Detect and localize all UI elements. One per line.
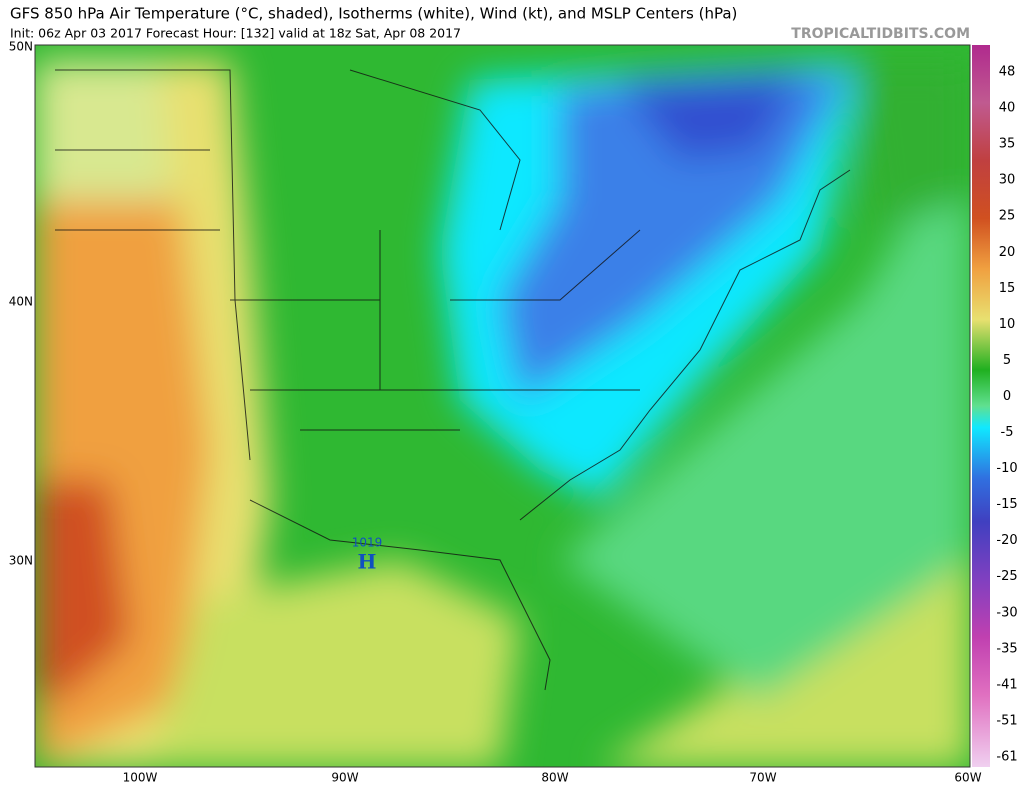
pressure-value: 1019 (352, 536, 383, 550)
colorbar-label: 35 (999, 137, 1016, 152)
latitude-label: 50N (9, 40, 33, 54)
map (35, 45, 970, 767)
longitude-label: 70W (749, 771, 776, 785)
colorbar-label: -30 (996, 605, 1017, 620)
colorbar-label: -20 (996, 533, 1017, 548)
longitude-label: 80W (541, 771, 568, 785)
colorbar-label: 48 (999, 65, 1016, 80)
colorbar-label: 10 (999, 317, 1016, 332)
colorbar-label: -5 (1001, 425, 1014, 440)
colorbar-label: 40 (999, 101, 1016, 116)
latitude-label: 30N (9, 554, 33, 568)
longitude-label: 90W (331, 771, 358, 785)
latitude-label: 40N (9, 295, 33, 309)
title: GFS 850 hPa Air Temperature (°C, shaded)… (10, 5, 737, 23)
colorbar-label: -10 (996, 461, 1017, 476)
colorbar-label: 15 (999, 281, 1016, 296)
colorbar-label: 5 (1003, 353, 1011, 368)
colorbar-label: -35 (996, 641, 1017, 656)
longitude-label: 100W (123, 771, 158, 785)
longitude-label: 60W (954, 771, 981, 785)
colorbar-label: 0 (1003, 389, 1011, 404)
colorbar-label: -51 (996, 713, 1017, 728)
colorbar-label: -41 (996, 677, 1017, 692)
colorbar-label: 30 (999, 173, 1016, 188)
colorbar (972, 45, 990, 767)
brand: TROPICALTIDBITS.COM (791, 26, 970, 42)
colorbar-label: -25 (996, 569, 1017, 584)
map-frame (34, 44, 971, 768)
pressure-center: H (358, 550, 377, 574)
colorbar-label: 25 (999, 209, 1016, 224)
subtitle: Init: 06z Apr 03 2017 Forecast Hour: [13… (10, 26, 461, 41)
colorbar-label: -15 (996, 497, 1017, 512)
colorbar-label: -61 (996, 750, 1017, 765)
colorbar-label: 20 (999, 245, 1016, 260)
